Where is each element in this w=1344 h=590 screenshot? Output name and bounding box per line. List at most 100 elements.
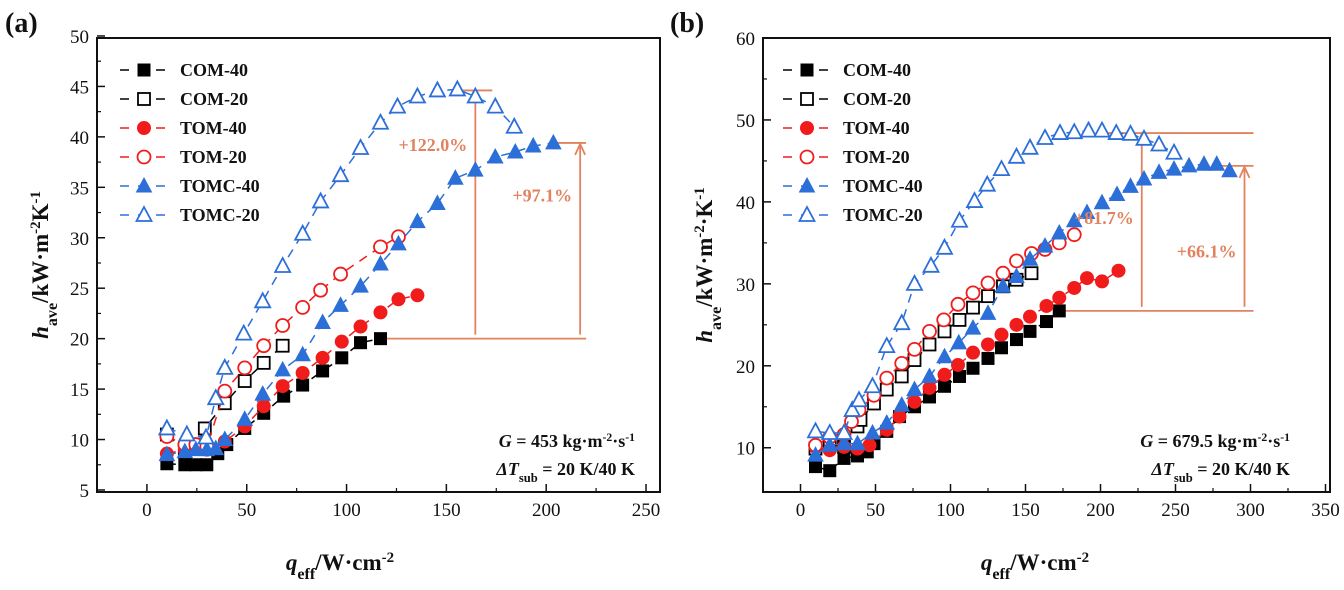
y-axis-label-part: /kW·m — [692, 238, 717, 308]
data-point — [893, 396, 911, 412]
condition-text: ΔTsub = 20 K/40 K — [496, 459, 635, 485]
condition-text-part: ·s — [1267, 431, 1280, 451]
y-tick-label: 5 — [80, 481, 90, 502]
data-point — [237, 360, 253, 376]
data-point — [486, 96, 505, 114]
data-point — [354, 336, 368, 350]
data-point — [295, 365, 310, 380]
legend-label: COM-20 — [843, 89, 911, 109]
data-point — [834, 423, 854, 440]
legend-label: TOM-40 — [843, 118, 910, 138]
data-point — [275, 379, 290, 394]
data-point — [237, 374, 252, 388]
data-point — [994, 327, 1009, 342]
data-point — [864, 423, 881, 440]
arrow-head — [574, 141, 586, 156]
data-point — [1050, 223, 1068, 240]
data-point — [1107, 123, 1126, 140]
data-point — [863, 376, 882, 394]
enhancement-label: +81.7% — [1074, 208, 1134, 228]
data-point — [505, 116, 524, 134]
data-point — [1007, 146, 1026, 164]
y-axis-label-part: -2 — [692, 225, 708, 237]
condition-text-part: G — [1140, 431, 1153, 451]
data-point — [352, 277, 369, 293]
condition-text-part: sub — [519, 471, 538, 485]
panel-label: (a) — [5, 8, 38, 39]
legend-item: TOMC-20 — [783, 205, 923, 225]
y-axis-label-part: h — [692, 330, 717, 343]
condition-text: G = 679.5 kg·m-2·s-1 — [1140, 431, 1290, 452]
data-point — [373, 239, 388, 255]
legend-label: TOM-20 — [180, 147, 247, 167]
legend-label: TOMC-40 — [843, 176, 923, 196]
data-point — [951, 357, 965, 372]
legend-item: COM-40 — [783, 60, 911, 80]
data-point — [1009, 253, 1024, 269]
x-tick-label: 0 — [796, 500, 806, 521]
y-tick-label: 40 — [736, 193, 755, 214]
y-tick-label: 10 — [736, 439, 755, 460]
data-point — [296, 378, 310, 392]
data-point — [806, 421, 825, 439]
data-point — [952, 313, 967, 327]
data-point — [1149, 134, 1169, 152]
data-point — [273, 256, 292, 273]
y-tick-label: 50 — [736, 111, 755, 132]
legend-item: COM-20 — [783, 89, 911, 109]
data-point — [878, 414, 896, 430]
data-point — [390, 234, 407, 251]
y-axis-label-part: K — [28, 203, 53, 221]
data-point — [256, 399, 271, 414]
data-point — [234, 323, 253, 341]
data-point — [408, 86, 427, 104]
data-point — [158, 445, 176, 462]
data-point — [966, 300, 980, 315]
data-point — [1095, 274, 1109, 289]
legend-item: TOMC-40 — [120, 176, 260, 196]
y-tick-label: 30 — [736, 275, 755, 296]
data-point — [849, 434, 866, 451]
data-point — [820, 423, 839, 440]
data-point — [823, 464, 837, 478]
x-axis-label-part: /W·cm — [314, 550, 381, 575]
data-point — [335, 351, 349, 365]
data-point — [1092, 120, 1112, 138]
y-tick-label: 20 — [70, 330, 89, 351]
data-point — [1023, 309, 1037, 324]
legend-marker — [799, 149, 815, 165]
data-point — [1052, 290, 1067, 305]
data-point — [807, 446, 824, 462]
condition-text: G = 453 kg·m-2·s-1 — [499, 431, 635, 452]
data-point — [981, 289, 995, 304]
data-point — [177, 424, 196, 442]
data-point — [1078, 203, 1096, 220]
data-point — [1021, 250, 1039, 266]
data-point — [157, 418, 176, 436]
condition-text-part: -1 — [1280, 431, 1290, 444]
data-point — [894, 369, 909, 384]
data-point — [1221, 161, 1238, 178]
x-tick-label: 0 — [142, 500, 152, 521]
data-point — [189, 458, 203, 472]
series-tom-20 — [808, 227, 1082, 453]
data-point — [1010, 333, 1023, 347]
data-point — [950, 210, 969, 228]
legend-item: COM-20 — [120, 89, 248, 109]
data-point — [216, 430, 234, 447]
legend-label: COM-40 — [843, 60, 911, 80]
data-point — [331, 165, 350, 183]
data-point — [936, 312, 952, 328]
condition-text-part: ΔT — [1151, 459, 1175, 479]
data-point — [178, 458, 192, 472]
data-point — [256, 355, 271, 370]
data-point — [1023, 324, 1037, 338]
legend-item: COM-40 — [120, 60, 248, 80]
y-tick-label: 20 — [736, 357, 755, 378]
data-point — [922, 337, 937, 352]
data-point — [409, 212, 426, 229]
x-axis-label-part: q — [286, 550, 298, 575]
x-axis-label-part: eff — [297, 566, 316, 583]
data-point — [966, 345, 980, 360]
